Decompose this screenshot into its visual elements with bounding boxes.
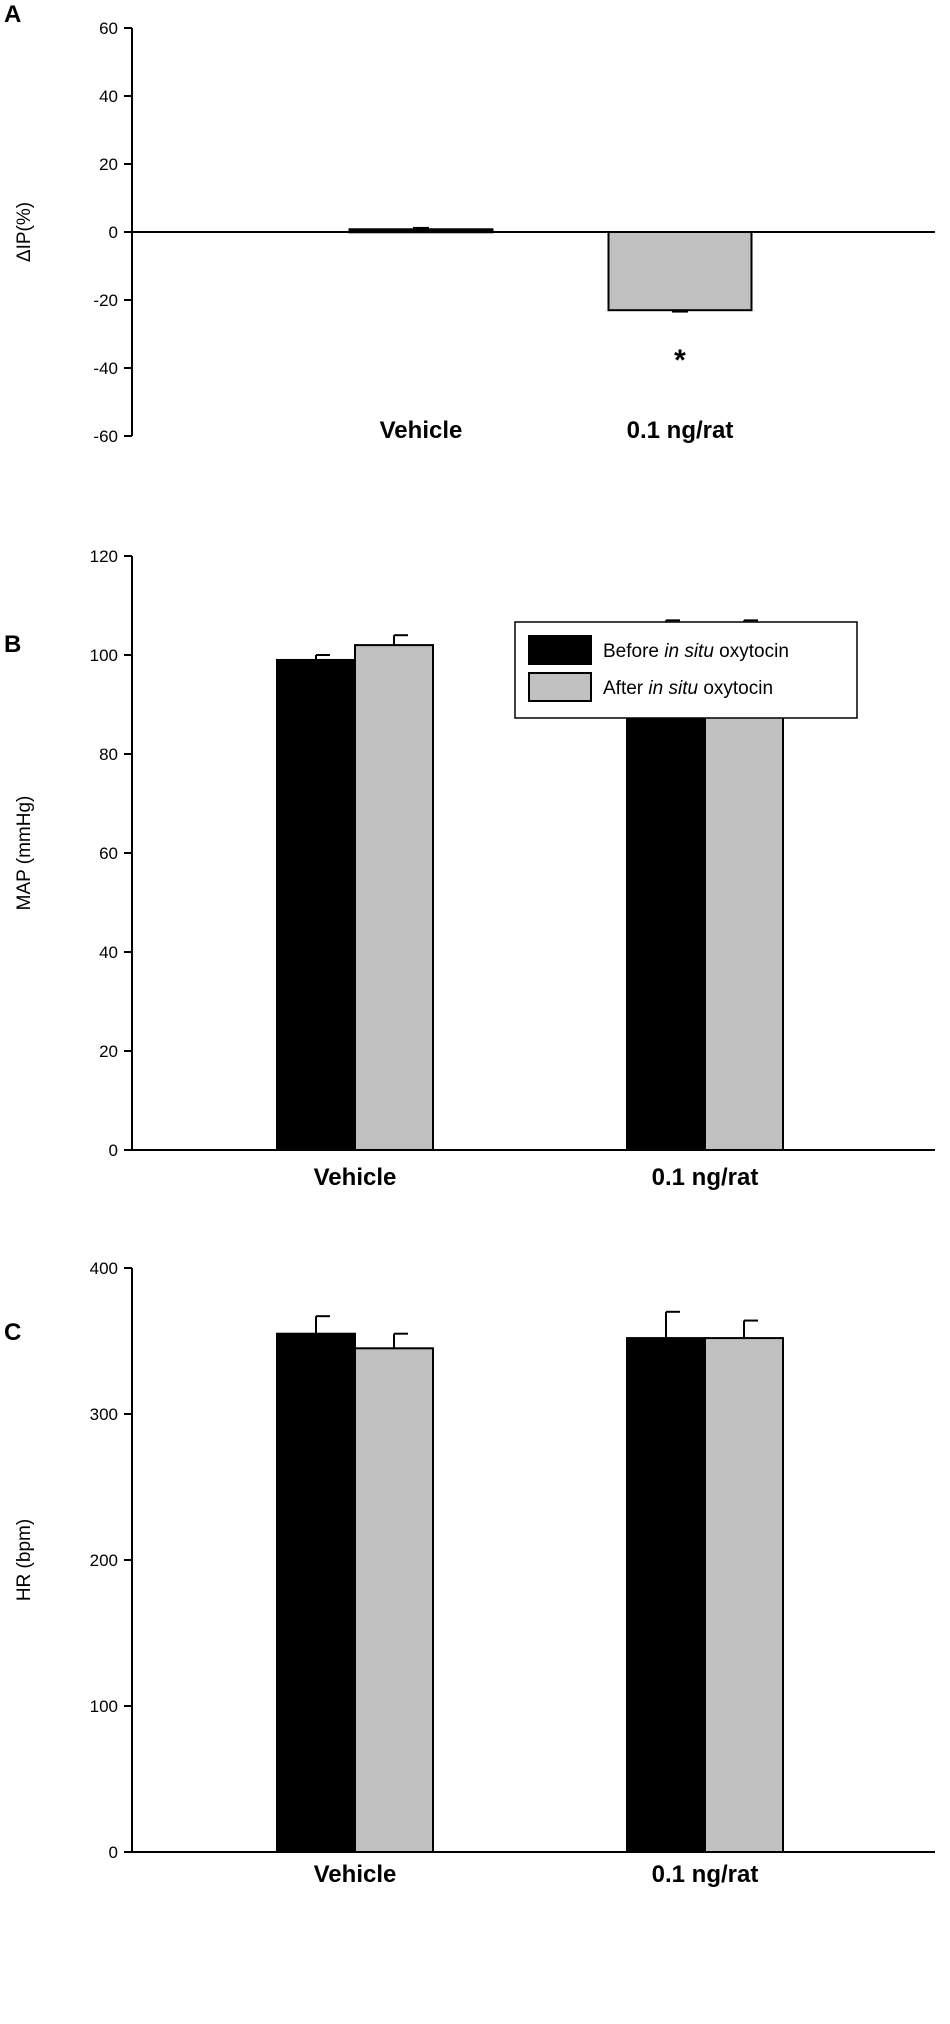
- y-tick-label-40: 40: [99, 943, 118, 962]
- bar-vehicle-after: [354, 1347, 434, 1854]
- bar-0-1-ng-rat-after: [704, 1337, 784, 1853]
- panel-c: C 400 300 200 100 0 HR (bpm) Vehicle 0.1 ng/rat: [4, 1259, 935, 1888]
- legend-text-post: oxytocin: [698, 678, 773, 699]
- bar-0-1-ng-rat-before: [626, 1337, 706, 1853]
- y-tick-label-120: 120: [90, 547, 118, 566]
- panel-letter-a: A: [4, 1, 21, 28]
- y-tick-label-60: 60: [99, 844, 118, 863]
- bar-0-1-ng-rat: [607, 231, 753, 312]
- panel-b: B 120 100 80 60 40 20 0 MAP (mmHg) Vehicle 0.1 ng…: [4, 547, 935, 1191]
- panel-letter-b: B: [4, 631, 21, 658]
- y-axis-title: ΔIP(%): [14, 202, 35, 262]
- legend-text-post: oxytocin: [714, 641, 789, 662]
- legend-text-pre: Before: [603, 641, 664, 662]
- y-tick-label-0: 0: [109, 1141, 118, 1160]
- y-tick-label-300: 300: [90, 1405, 118, 1424]
- y-tick-label-80: 80: [99, 745, 118, 764]
- legend-swatch-before: [528, 635, 592, 665]
- legend-swatch-after: [528, 672, 592, 702]
- y-tick-label-200: 200: [90, 1551, 118, 1570]
- y-tick-label-100: 100: [90, 646, 118, 665]
- legend-label-before: Before in situ oxytocin: [603, 641, 789, 662]
- category-label-vehicle: Vehicle: [380, 417, 463, 444]
- category-label-vehicle: Vehicle: [314, 1164, 397, 1191]
- panel-a: A 60 40 20 0 -20 -40 -60 ΔIP(%) Vehicle 0.1 ng/ra…: [4, 1, 935, 446]
- bar-vehicle-after: [354, 644, 434, 1151]
- legend-text-italic: in situ: [648, 678, 698, 699]
- legend-text-pre: After: [603, 678, 648, 699]
- category-label-0-1-ng-rat: 0.1 ng/rat: [652, 1164, 759, 1191]
- bar-vehicle-before: [276, 1332, 356, 1853]
- bar-0-1-ng-rat-after: [704, 634, 784, 1151]
- category-label-0-1-ng-rat: 0.1 ng/rat: [652, 1861, 759, 1888]
- y-tick-label-100: 100: [90, 1697, 118, 1716]
- legend-label-after: After in situ oxytocin: [603, 678, 773, 699]
- bar-vehicle-before: [276, 658, 356, 1151]
- y-tick-label-20: 20: [99, 1042, 118, 1061]
- y-tick-label-40: -40: [93, 359, 118, 378]
- significance-marker: *: [674, 344, 686, 377]
- y-tick-label-20: -20: [93, 291, 118, 310]
- y-tick-label-0: 0: [109, 1843, 118, 1862]
- y-tick-label-400: 400: [90, 1259, 118, 1278]
- y-tick-label-0: 0: [109, 223, 118, 242]
- y-axis-title: HR (bpm): [14, 1519, 35, 1601]
- y-tick-label-40: 40: [99, 87, 118, 106]
- y-tick-label-60: -60: [93, 427, 118, 446]
- y-axis-title: MAP (mmHg): [14, 796, 35, 911]
- y-tick-label-20: 20: [99, 155, 118, 174]
- legend-text-italic: in situ: [664, 641, 714, 662]
- panel-letter-c: C: [4, 1319, 21, 1346]
- y-tick-label-60: 60: [99, 19, 118, 38]
- category-label-vehicle: Vehicle: [314, 1861, 397, 1888]
- bar-vehicle: [348, 228, 494, 234]
- category-label-0-1-ng-rat: 0.1 ng/rat: [627, 417, 734, 444]
